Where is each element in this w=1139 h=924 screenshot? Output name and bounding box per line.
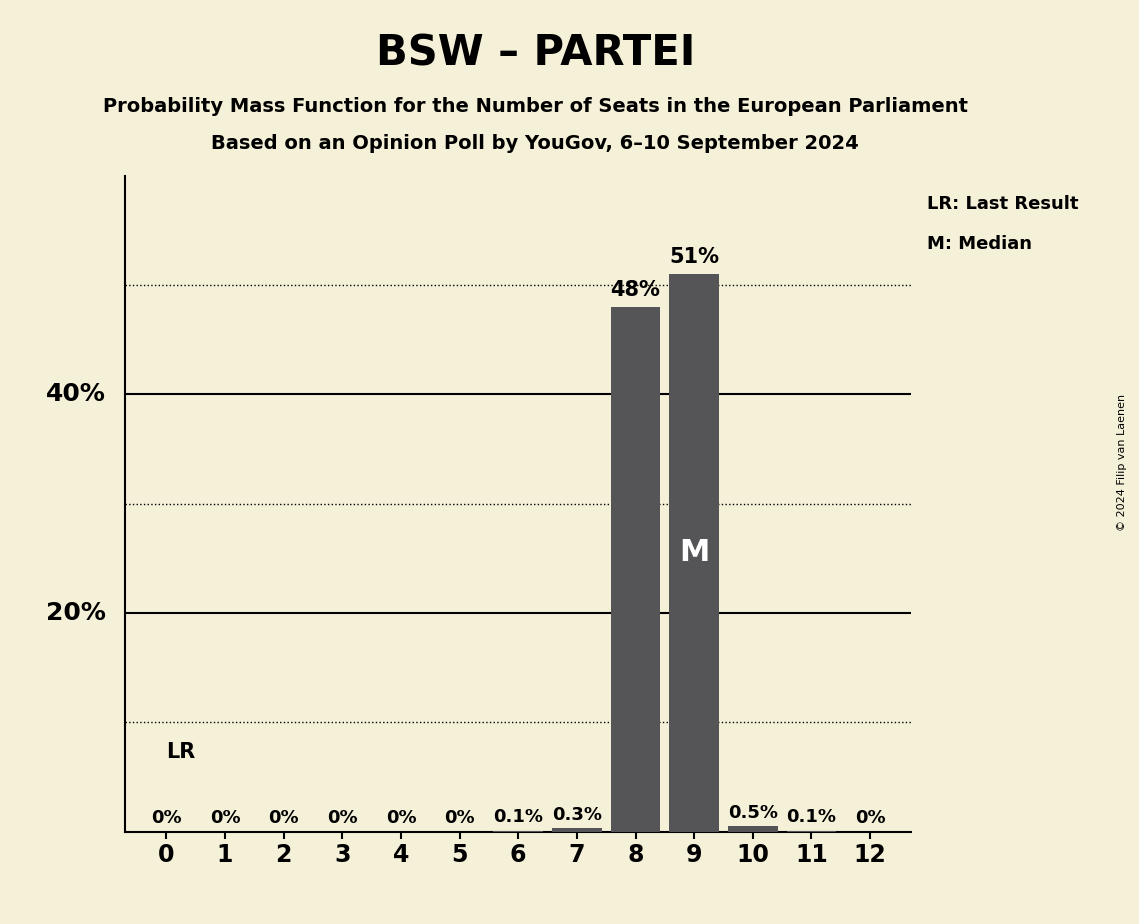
Bar [493,831,543,832]
Text: 51%: 51% [670,248,719,267]
Text: 40%: 40% [46,383,106,407]
Text: Based on an Opinion Poll by YouGov, 6–10 September 2024: Based on an Opinion Poll by YouGov, 6–10… [212,134,859,153]
Text: LR: Last Result: LR: Last Result [927,195,1079,213]
Bar [728,826,778,832]
Text: LR: LR [166,742,196,762]
Text: 48%: 48% [611,280,661,300]
Bar [787,831,836,832]
Text: Probability Mass Function for the Number of Seats in the European Parliament: Probability Mass Function for the Number… [103,97,968,116]
Bar [670,274,719,832]
Bar [611,307,661,832]
Bar [552,828,601,832]
Text: M: Median: M: Median [927,235,1032,252]
Text: 0%: 0% [210,809,240,827]
Text: 0%: 0% [327,809,358,827]
Text: 0%: 0% [855,809,885,827]
Text: BSW – PARTEI: BSW – PARTEI [376,32,695,74]
Text: 0.3%: 0.3% [552,806,601,824]
Text: 0%: 0% [444,809,475,827]
Text: 0%: 0% [269,809,298,827]
Text: 0.1%: 0.1% [493,808,543,826]
Text: 0%: 0% [151,809,181,827]
Text: 0.1%: 0.1% [787,808,836,826]
Text: 0%: 0% [386,809,416,827]
Text: 20%: 20% [46,601,106,625]
Text: M: M [679,539,710,567]
Text: 0.5%: 0.5% [728,804,778,821]
Text: © 2024 Filip van Laenen: © 2024 Filip van Laenen [1117,394,1126,530]
